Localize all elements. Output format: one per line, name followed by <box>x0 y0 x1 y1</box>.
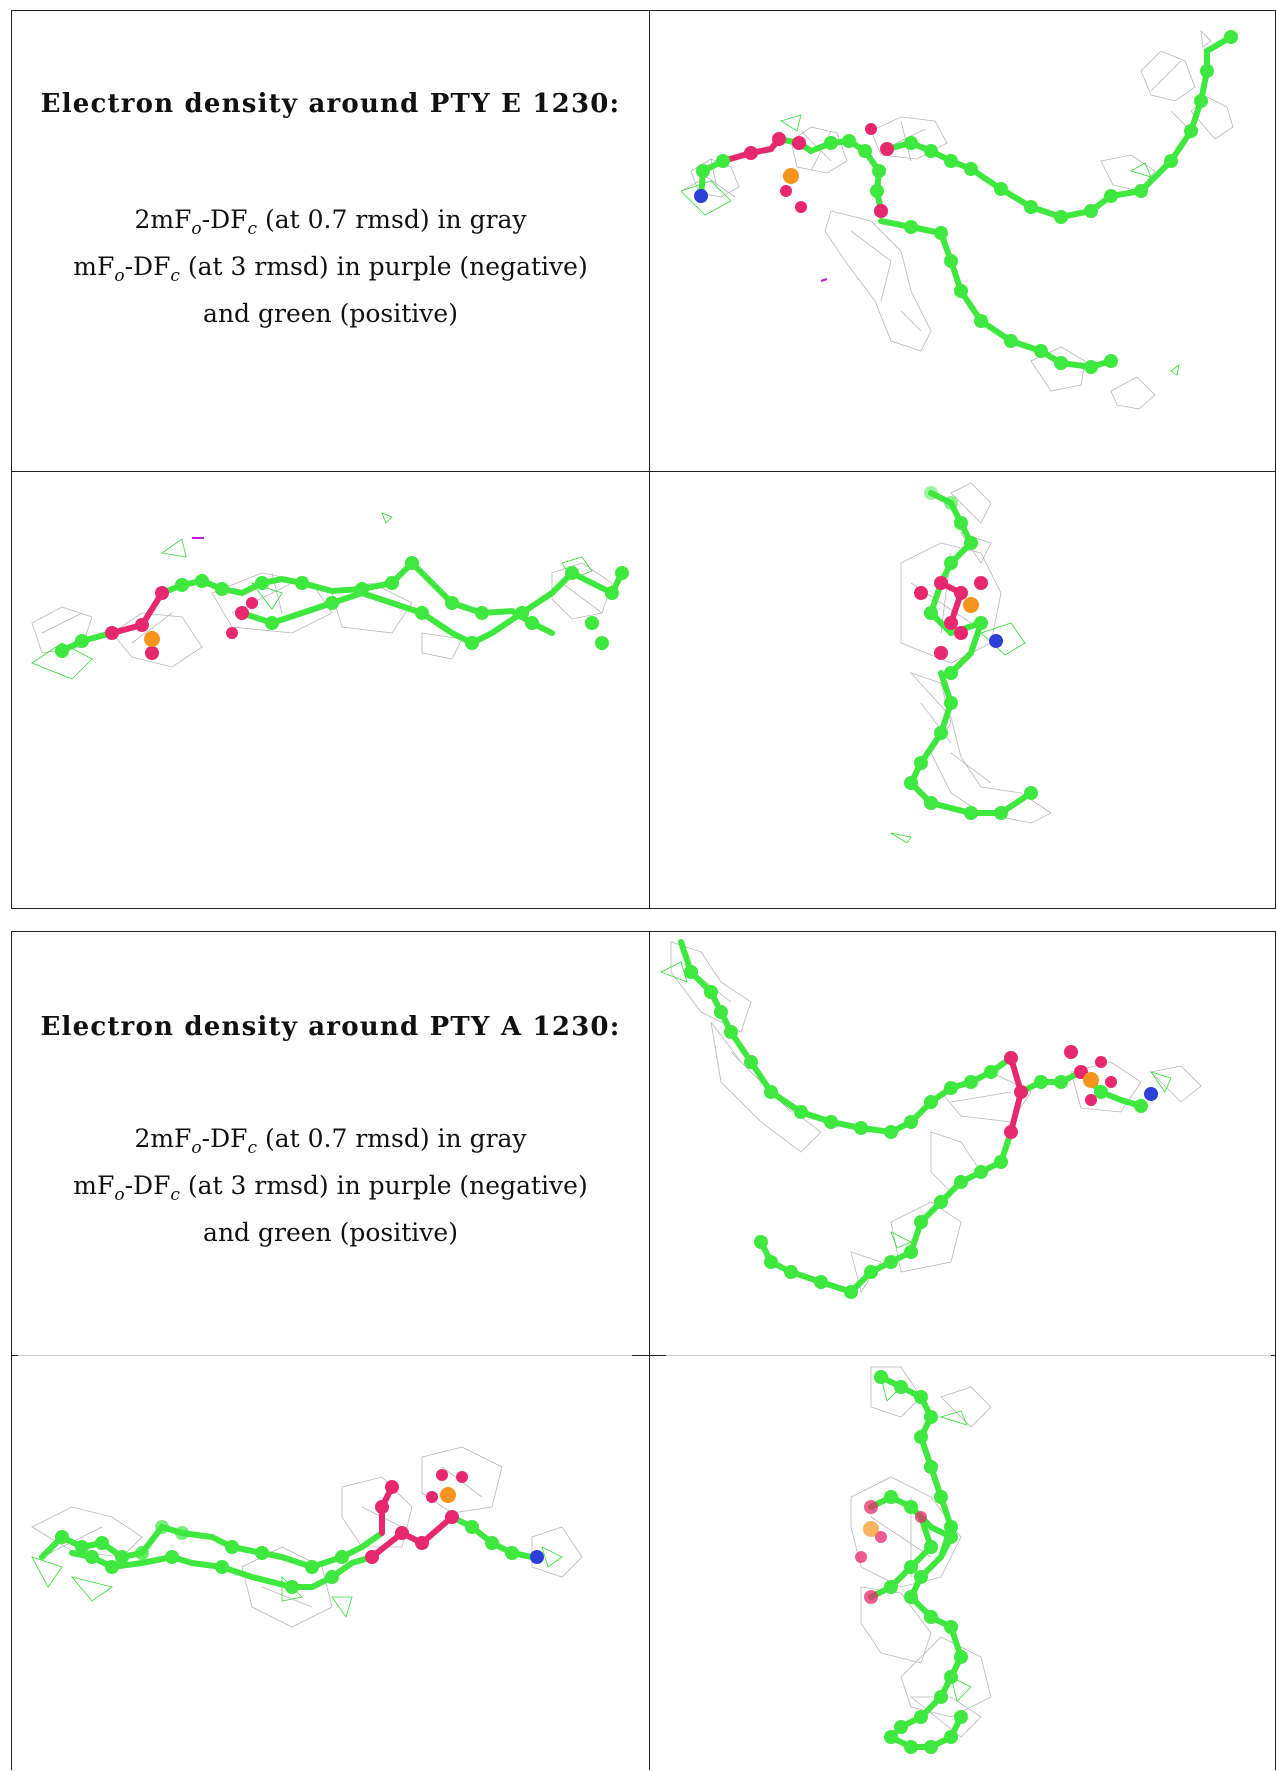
atom-phosphorus <box>863 1521 879 1537</box>
molecule-view-1 <box>651 11 1276 471</box>
atoms-oxygen <box>914 576 988 660</box>
molecule-view-6 <box>651 1357 1276 1771</box>
atoms-carbon <box>904 486 1038 820</box>
molecule-view-2 <box>12 473 649 910</box>
atom-nitrogen <box>694 189 708 203</box>
legend-line-fofc-cont: and green (positive) <box>203 299 458 328</box>
molecule-view-4 <box>651 932 1276 1355</box>
atom-phosphorus <box>783 168 799 184</box>
grid-tick <box>12 1355 18 1356</box>
atoms-carbon <box>874 1370 968 1754</box>
atoms-carbon <box>55 1520 519 1594</box>
legend-line-2fofc: 2mFo-DFc (at 0.7 rmsd) in gray <box>134 205 527 239</box>
atom-phosphorus <box>1083 1072 1099 1088</box>
density-report-pty-e-1230: Electron density around PTY E 1230: 2mFo… <box>11 10 1276 909</box>
molecule-render <box>850 1366 992 1754</box>
atoms-oxygen <box>365 1469 468 1564</box>
molecule-render <box>31 512 629 680</box>
molecule-render <box>660 939 1202 1299</box>
molecule-view-5 <box>12 1357 649 1771</box>
map-legend: 2mFo-DFc (at 0.7 rmsd) in gray mFo-DFc (… <box>12 1120 649 1252</box>
grid-divider-vertical <box>649 11 650 908</box>
caption-cell: Electron density around PTY E 1230: 2mFo… <box>12 11 649 471</box>
atom-nitrogen <box>1144 1087 1158 1101</box>
legend-line-fofc: mFo-DFc (at 3 rmsd) in purple (negative) <box>73 1171 588 1205</box>
grid-tick <box>632 1355 666 1356</box>
molecule-view-3 <box>651 473 1276 910</box>
atom-phosphorus <box>963 597 979 613</box>
molecule-render <box>31 1446 583 1628</box>
atoms-oxygen <box>744 123 894 218</box>
atoms-carbon <box>696 30 1238 374</box>
legend-line-fofc: mFo-DFc (at 3 rmsd) in purple (negative) <box>73 252 588 286</box>
molecule-render <box>680 29 1238 410</box>
atom-nitrogen <box>989 634 1003 648</box>
density-report-pty-a-1230: Electron density around PTY A 1230: 2mFo… <box>11 931 1276 1770</box>
atoms-carbon <box>684 965 1148 1299</box>
atom-phosphorus <box>144 631 160 647</box>
legend-line-2fofc: 2mFo-DFc (at 0.7 rmsd) in gray <box>134 1124 527 1158</box>
atoms-carbon <box>55 556 629 658</box>
caption-cell: Electron density around PTY A 1230: 2mFo… <box>12 932 649 1355</box>
atoms-oxygen <box>105 586 258 660</box>
map-legend: 2mFo-DFc (at 0.7 rmsd) in gray mFo-DFc (… <box>12 201 649 333</box>
grid-tick <box>1271 1355 1276 1356</box>
report-title: Electron density around PTY A 1230: <box>40 1012 621 1042</box>
grid-divider-horizontal <box>12 471 1275 472</box>
atom-phosphorus <box>440 1487 456 1503</box>
atom-nitrogen <box>530 1550 544 1564</box>
report-title: Electron density around PTY E 1230: <box>40 89 621 119</box>
molecule-render <box>890 482 1052 844</box>
grid-divider-vertical <box>649 932 650 1770</box>
legend-line-fofc-cont: and green (positive) <box>203 1218 458 1247</box>
atoms-oxygen <box>855 1500 927 1604</box>
